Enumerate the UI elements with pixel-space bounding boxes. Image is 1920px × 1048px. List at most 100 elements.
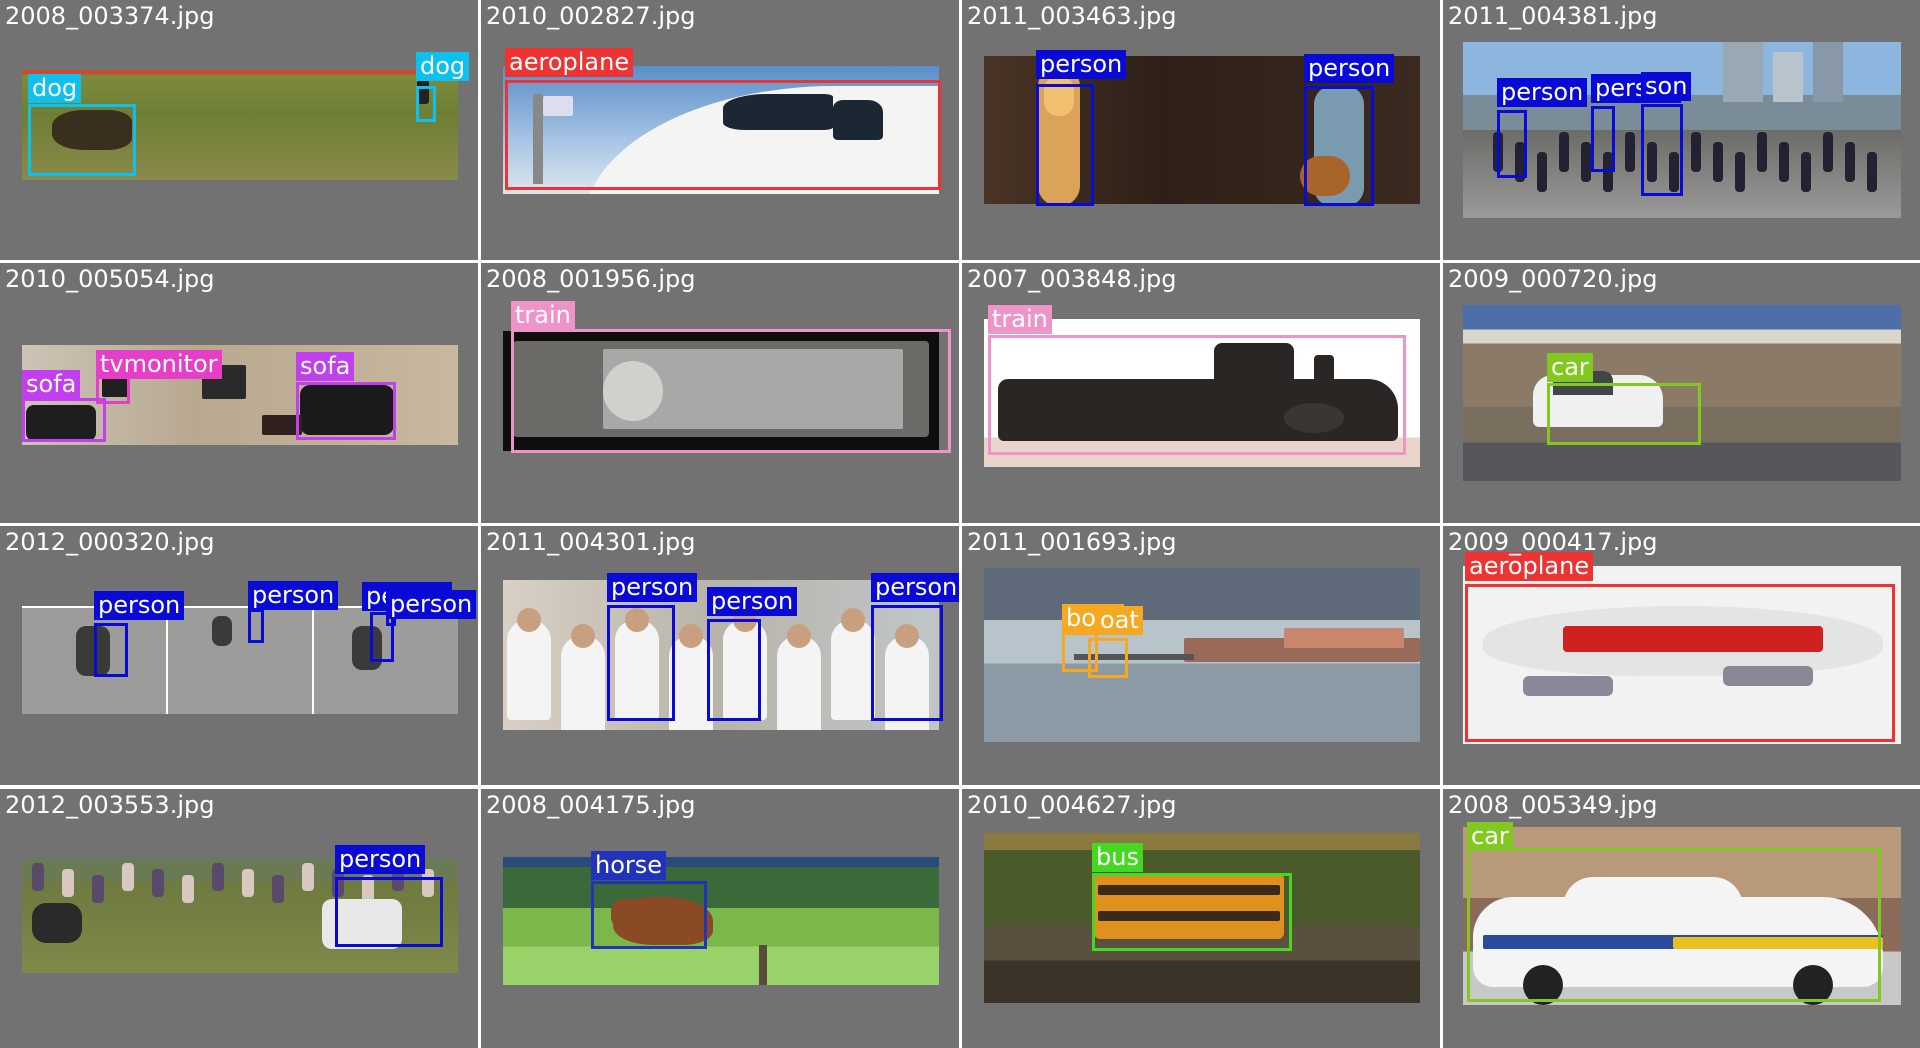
scene-shape bbox=[422, 869, 434, 897]
scene-shape bbox=[212, 616, 232, 646]
filename-label: 2010_004627.jpg bbox=[967, 791, 1177, 819]
scene-shape bbox=[1559, 132, 1569, 172]
image-tile[interactable]: 2010_004627.jpg bus bbox=[962, 789, 1440, 1048]
scene-shape bbox=[1537, 152, 1547, 192]
scene-shape bbox=[1603, 152, 1613, 192]
bounding-box bbox=[607, 605, 675, 721]
scene-shape bbox=[1713, 142, 1723, 182]
image-tile[interactable]: 2011_004381.jpg person person son bbox=[1443, 0, 1920, 260]
scene-shape bbox=[833, 100, 883, 140]
scene-shape bbox=[1098, 885, 1280, 895]
scene-shape bbox=[603, 361, 663, 421]
filename-label: 2007_003848.jpg bbox=[967, 265, 1177, 293]
image-tile[interactable]: 2011_003463.jpg person person bbox=[962, 0, 1440, 260]
image-tile[interactable]: 2011_001693.jpg boat oat bbox=[962, 526, 1440, 785]
scene-shape bbox=[1094, 873, 1284, 939]
photo-airliner-sky bbox=[1463, 566, 1901, 744]
scene-shape bbox=[1074, 654, 1194, 660]
image-tile[interactable]: 2011_004301.jpg person person person bbox=[481, 526, 959, 785]
class-label: aeroplane bbox=[1465, 552, 1594, 581]
scene-shape bbox=[841, 608, 865, 632]
bounding-box bbox=[871, 605, 943, 721]
scene-shape bbox=[1691, 132, 1701, 172]
scene-shape bbox=[212, 863, 224, 891]
photo-aircraft-nose bbox=[503, 66, 939, 194]
image-tile[interactable]: 2010_002827.jpg aeroplane bbox=[481, 0, 959, 260]
class-label: person bbox=[386, 590, 477, 619]
scene-shape bbox=[1515, 142, 1525, 182]
filename-label: 2009_000720.jpg bbox=[1448, 265, 1658, 293]
scene-shape bbox=[22, 606, 458, 608]
image-tile[interactable]: 2008_004175.jpg horse bbox=[481, 789, 959, 1048]
image-tile[interactable]: 2012_003553.jpg person bbox=[0, 789, 478, 1048]
image-tile[interactable]: 2010_005054.jpg tvmonitor sofa sofa bbox=[0, 263, 478, 523]
scene-shape bbox=[1801, 152, 1811, 192]
scene-shape bbox=[1723, 666, 1813, 686]
class-label: person bbox=[94, 591, 185, 620]
scene-shape bbox=[302, 863, 314, 891]
scene-shape bbox=[571, 624, 595, 648]
bounding-box bbox=[335, 877, 443, 947]
class-label: dog bbox=[28, 74, 82, 103]
scene-shape bbox=[182, 875, 194, 903]
filename-label: 2011_003463.jpg bbox=[967, 2, 1177, 30]
filename-label: 2008_001956.jpg bbox=[486, 265, 696, 293]
image-tile[interactable]: 2012_000320.jpgpersonpersonpersonperson bbox=[0, 526, 478, 785]
scene-shape bbox=[1044, 76, 1074, 116]
filename-label: 2010_005054.jpg bbox=[5, 265, 215, 293]
class-label: car bbox=[1547, 353, 1593, 382]
photo-bus-forest bbox=[984, 833, 1420, 1003]
image-tile[interactable]: 2009_000417.jpg aeroplane bbox=[1443, 526, 1920, 785]
class-label: person bbox=[871, 573, 959, 602]
bounding-box bbox=[1467, 848, 1881, 1002]
image-tile[interactable]: 2008_005349.jpg car bbox=[1443, 789, 1920, 1048]
bounding-box bbox=[511, 329, 951, 453]
filename-label: 2011_004381.jpg bbox=[1448, 2, 1658, 30]
photo-living-room bbox=[22, 345, 458, 445]
scene-shape bbox=[166, 606, 168, 714]
class-label: son bbox=[1641, 72, 1692, 101]
filename-label: 2012_000320.jpg bbox=[5, 528, 215, 556]
scene-shape bbox=[76, 626, 110, 676]
scene-shape bbox=[669, 636, 713, 730]
scene-shape bbox=[1793, 965, 1833, 1005]
image-tile[interactable]: 2008_003374.jpg dog dog bbox=[0, 0, 478, 260]
scene-shape bbox=[1523, 676, 1613, 696]
scene-shape bbox=[52, 110, 132, 150]
image-tile[interactable]: 2008_001956.jpg train bbox=[481, 263, 959, 523]
scene-shape bbox=[1647, 142, 1657, 182]
class-label: oat bbox=[1096, 606, 1143, 635]
bounding-box bbox=[707, 619, 761, 721]
scene-shape bbox=[1845, 142, 1855, 182]
scene-shape bbox=[152, 869, 164, 897]
scene-shape bbox=[300, 385, 394, 435]
scene-shape bbox=[895, 624, 919, 648]
class-label: tvmonitor bbox=[96, 350, 222, 379]
bounding-box bbox=[505, 80, 941, 190]
scene-shape bbox=[723, 94, 833, 130]
scene-shape bbox=[787, 624, 811, 648]
scene-shape bbox=[611, 899, 641, 929]
filename-label: 2009_000417.jpg bbox=[1448, 528, 1658, 556]
class-label: train bbox=[988, 305, 1052, 334]
bounding-box bbox=[22, 398, 106, 442]
scene-shape bbox=[1669, 152, 1679, 192]
photo-horse-meadow bbox=[503, 857, 939, 985]
class-label: sofa bbox=[22, 370, 81, 399]
class-label: person bbox=[707, 587, 798, 616]
scene-shape bbox=[777, 636, 821, 730]
scene-shape bbox=[625, 608, 649, 632]
scene-shape bbox=[1757, 132, 1767, 172]
scene-shape bbox=[1523, 965, 1563, 1005]
scene-shape bbox=[1723, 42, 1763, 102]
bounding-box bbox=[1465, 584, 1895, 742]
scene-shape bbox=[1625, 132, 1635, 172]
bounding-box bbox=[1591, 106, 1615, 172]
photo-police-car bbox=[1463, 827, 1901, 1005]
bounding-box bbox=[296, 382, 396, 440]
class-label: person bbox=[335, 845, 426, 874]
scene-shape bbox=[759, 945, 767, 985]
scene-shape bbox=[1735, 152, 1745, 192]
